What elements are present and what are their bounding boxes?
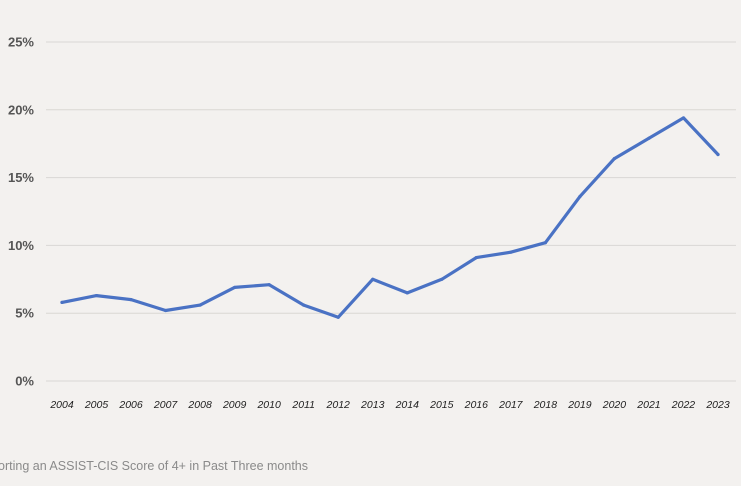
x-tick-label: 2009 xyxy=(222,399,247,411)
x-tick-label: 2008 xyxy=(187,399,212,411)
series-line xyxy=(60,116,720,319)
data-point xyxy=(336,315,340,319)
data-point xyxy=(578,194,582,199)
data-point xyxy=(474,256,478,260)
y-tick-label: 15% xyxy=(8,170,34,185)
x-tick-label: 2018 xyxy=(533,399,558,411)
data-point xyxy=(60,300,64,304)
data-point xyxy=(509,250,513,254)
x-tick-label: 2010 xyxy=(256,399,281,411)
y-tick-label: 5% xyxy=(15,306,34,321)
chart-caption: orting an ASSIST-CIS Score of 4+ in Past… xyxy=(0,459,308,473)
y-axis: 0% 5% 10% 15% 20% 25% xyxy=(8,35,34,389)
data-point xyxy=(681,116,686,120)
data-point xyxy=(543,241,547,245)
x-tick-label: 2021 xyxy=(636,399,660,411)
gridlines xyxy=(46,41,736,382)
data-point xyxy=(440,277,444,281)
data-point xyxy=(267,283,271,287)
data-point xyxy=(612,157,617,161)
data-point xyxy=(163,308,168,313)
data-point xyxy=(716,152,720,157)
x-axis: 2004 2005 2006 2007 2008 2009 2010 2011 2012 2013… xyxy=(49,399,730,411)
x-tick-label: 2023 xyxy=(705,399,730,411)
data-point xyxy=(371,277,375,281)
data-point xyxy=(302,303,306,307)
y-tick-label: 0% xyxy=(15,374,34,389)
x-tick-label: 2006 xyxy=(118,399,143,411)
y-tick-label: 20% xyxy=(8,102,34,117)
data-point xyxy=(129,298,133,302)
series-layer xyxy=(60,116,720,319)
y-tick-label: 10% xyxy=(8,238,34,253)
x-tick-label: 2007 xyxy=(153,399,179,411)
x-tick-label: 2004 xyxy=(49,399,74,411)
data-point xyxy=(647,136,651,140)
y-tick-label: 25% xyxy=(8,35,34,50)
data-point xyxy=(94,293,99,298)
x-tick-label: 2020 xyxy=(602,399,627,411)
x-tick-label: 2013 xyxy=(360,399,385,411)
x-tick-label: 2011 xyxy=(291,399,315,411)
data-point xyxy=(405,291,409,295)
x-tick-label: 2015 xyxy=(429,399,454,411)
x-tick-label: 2005 xyxy=(84,399,109,411)
x-tick-label: 2012 xyxy=(326,399,351,411)
data-point xyxy=(233,285,237,290)
x-tick-label: 2016 xyxy=(464,399,489,411)
data-point xyxy=(198,303,202,307)
x-tick-label: 2019 xyxy=(567,399,592,411)
x-tick-label: 2017 xyxy=(498,399,524,411)
x-tick-label: 2022 xyxy=(671,399,696,411)
x-tick-label: 2014 xyxy=(395,399,420,411)
